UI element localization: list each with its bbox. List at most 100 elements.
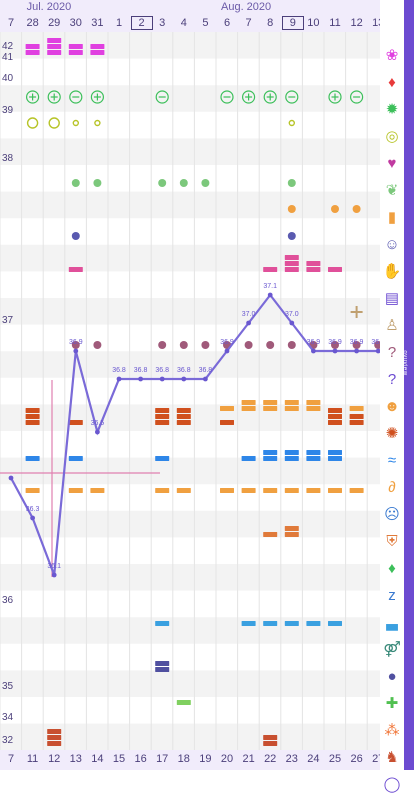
header-day[interactable]: 1 <box>115 17 123 29</box>
footer-day[interactable]: 25 <box>328 753 342 765</box>
header-day[interactable]: 7 <box>7 17 15 29</box>
symptom-bar <box>155 456 170 461</box>
person-run-icon[interactable]: ♞ <box>385 749 399 766</box>
symptom-bar <box>176 488 191 493</box>
symptom-dot <box>93 341 102 349</box>
header-day[interactable]: 10 <box>307 17 320 29</box>
temperature-chart[interactable]: 36.3 36.1 36.9 36.5 36.8 36.8 36.8 36.8 36.8 36.9… <box>0 32 390 751</box>
temperature-point <box>181 376 187 382</box>
temperature-label: 36.8 <box>177 367 191 374</box>
symptom-bar <box>176 414 191 419</box>
medkit-icon[interactable]: ✚ <box>385 695 399 712</box>
footer-day[interactable]: 20 <box>220 753 234 765</box>
question-blue-icon[interactable]: ? <box>387 371 397 388</box>
header-day[interactable]: 4 <box>180 17 187 29</box>
footer-day[interactable]: 26 <box>350 753 363 765</box>
footer-day[interactable]: 15 <box>112 753 126 765</box>
symptom-dot <box>201 341 210 349</box>
heart-icon[interactable]: ♥ <box>387 155 397 172</box>
couple-icon[interactable]: ⚤ <box>383 641 401 658</box>
flower-icon[interactable]: ❀ <box>385 47 399 64</box>
footer-day[interactable]: 13 <box>69 753 82 765</box>
header-day[interactable]: 2 <box>130 16 153 30</box>
temperature-point <box>311 348 316 354</box>
symptom-bar <box>263 400 278 405</box>
symptom-bar <box>90 44 105 49</box>
footer-day[interactable]: 14 <box>91 753 104 765</box>
symptom-bar <box>263 741 278 746</box>
cake-icon[interactable]: ▃ <box>386 614 398 631</box>
header-day[interactable]: 8 <box>267 17 274 29</box>
symptom-dot <box>71 179 80 187</box>
temperature-point <box>116 376 122 382</box>
footer-day[interactable]: 18 <box>177 753 190 765</box>
footer-day[interactable]: 17 <box>156 753 169 765</box>
question-icon[interactable]: ? <box>387 344 397 361</box>
sun-icon[interactable]: ✺ <box>385 425 399 442</box>
ear-icon[interactable]: ∂ <box>388 479 396 496</box>
symptom-circle <box>69 90 83 104</box>
symptom-bar <box>284 621 299 626</box>
drop-green-icon[interactable]: ♦ <box>388 560 396 577</box>
swirl-icon[interactable]: ◎ <box>385 128 399 145</box>
document-icon[interactable]: ▤ <box>384 290 400 307</box>
row-band <box>0 510 380 538</box>
symptom-bar <box>328 267 342 272</box>
symptom-circle <box>47 90 61 104</box>
footer-day[interactable]: 23 <box>285 753 298 765</box>
person-sitting-icon[interactable]: ♙ <box>385 317 399 334</box>
symptom-ring <box>94 119 101 127</box>
leaf-icon[interactable]: ❦ <box>385 182 399 199</box>
header-day[interactable]: 5 <box>202 17 209 29</box>
header-day[interactable]: 29 <box>48 17 61 29</box>
header-day[interactable]: 28 <box>26 17 39 29</box>
virus-icon[interactable]: ✹ <box>385 101 399 118</box>
symptom-circle <box>263 90 277 104</box>
temperature-point <box>246 320 252 326</box>
balloon-icon[interactable]: ● <box>387 668 397 685</box>
y-axis-label: 36 <box>2 595 14 606</box>
drop-icon[interactable]: ♦ <box>388 74 396 91</box>
chart-area[interactable]: 36.3 36.1 36.9 36.5 36.8 36.8 36.8 36.8 36.8 36.9… <box>0 32 390 751</box>
bag-icon[interactable]: ⛨ <box>386 533 398 550</box>
header-day[interactable]: 7 <box>245 17 252 29</box>
footer-day[interactable]: 11 <box>26 753 39 765</box>
header-day[interactable]: 9 <box>281 16 304 30</box>
dots-icon[interactable]: ⁂ <box>384 722 400 739</box>
lifebuoy-icon[interactable]: ◯ <box>383 776 401 793</box>
footer-day[interactable]: 16 <box>134 753 147 765</box>
symptom-bar <box>284 450 299 455</box>
hand-icon[interactable]: ✋ <box>382 263 402 280</box>
symptom-bar <box>47 44 62 49</box>
footer-day[interactable]: 21 <box>242 753 255 765</box>
row-band <box>0 617 380 644</box>
symptom-bar <box>68 267 83 272</box>
header-day[interactable]: 12 <box>350 17 363 29</box>
header-day[interactable]: 3 <box>159 17 166 29</box>
bottle-icon[interactable]: ▮ <box>387 209 397 226</box>
symptom-bar <box>90 488 105 493</box>
footer-day[interactable]: 7 <box>7 753 15 765</box>
y-axis-label: 40 <box>2 73 14 84</box>
symptom-dot <box>266 341 275 349</box>
symptom-bar <box>328 408 342 413</box>
symptom-bar <box>349 420 364 425</box>
footer-day[interactable]: 19 <box>199 753 212 765</box>
header-day[interactable]: 30 <box>69 17 82 29</box>
header-day[interactable]: 31 <box>91 17 104 29</box>
face-icon[interactable]: ☹ <box>384 506 400 523</box>
swimmer-icon[interactable]: ≈ <box>387 452 397 469</box>
sleep-icon[interactable]: z <box>388 587 396 604</box>
symptom-bar <box>263 456 278 461</box>
head-icon[interactable]: ☻ <box>384 398 400 415</box>
symptom-bar <box>68 44 83 49</box>
footer-day[interactable]: 24 <box>307 753 320 765</box>
temperature-point <box>375 348 381 354</box>
y-axis-label: 37 <box>2 315 14 326</box>
footer-day[interactable]: 22 <box>264 753 277 765</box>
footer-day[interactable]: 12 <box>48 753 61 765</box>
header-day[interactable]: 11 <box>329 17 341 29</box>
header-day[interactable]: 6 <box>223 17 231 29</box>
row-band <box>0 457 380 485</box>
smiley-icon[interactable]: ☺ <box>384 236 400 253</box>
